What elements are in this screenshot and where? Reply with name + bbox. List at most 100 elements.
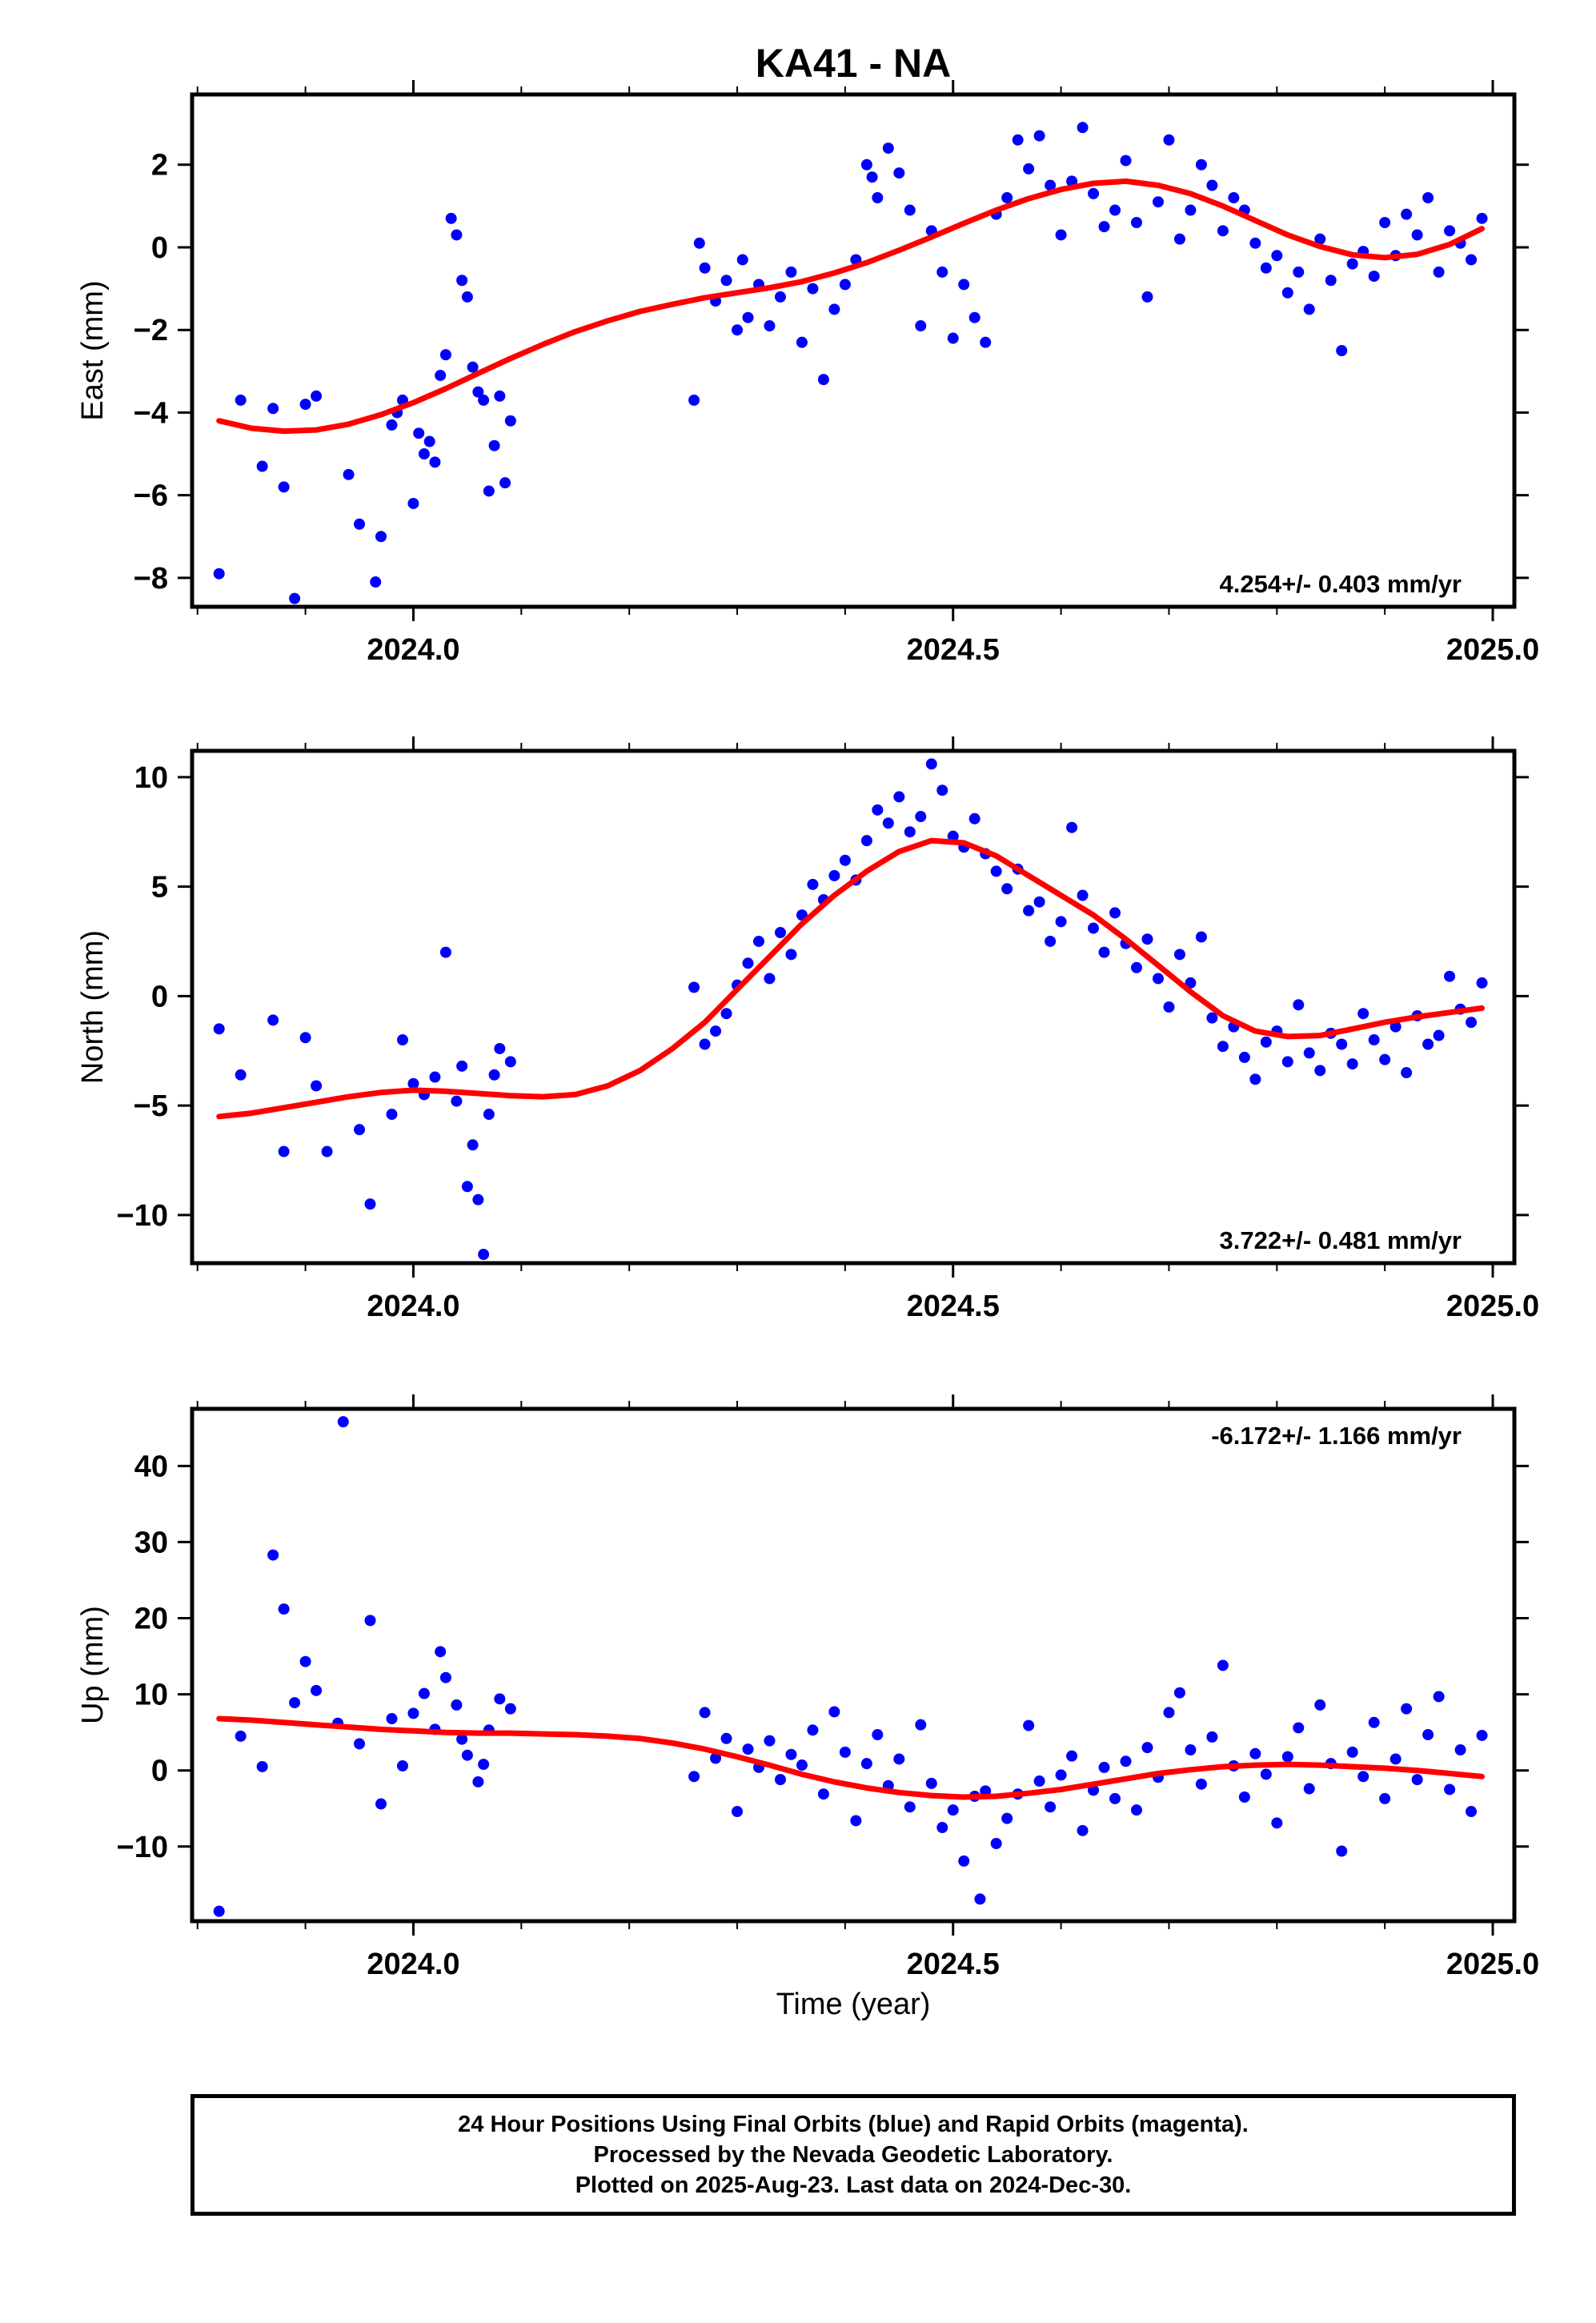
y-tick-label: 2 <box>151 149 168 183</box>
data-point <box>1120 1755 1132 1767</box>
data-point <box>1033 1775 1045 1787</box>
data-point <box>915 811 927 823</box>
data-point <box>1444 225 1456 237</box>
data-point <box>774 291 786 303</box>
data-point <box>413 427 425 439</box>
data-point <box>483 485 495 497</box>
x-tick-label: 2024.0 <box>367 1290 459 1323</box>
data-point <box>504 1703 516 1715</box>
data-point <box>796 1759 808 1771</box>
data-point <box>1033 130 1045 142</box>
model-curve <box>216 837 1485 1120</box>
data-point <box>311 1684 323 1696</box>
data-point <box>1357 1771 1369 1783</box>
data-point <box>1077 122 1089 134</box>
data-point <box>828 869 840 881</box>
data-point <box>364 1198 376 1210</box>
data-point <box>904 1801 916 1813</box>
data-point <box>688 394 700 406</box>
data-point <box>311 390 323 402</box>
data-point <box>828 1706 840 1718</box>
data-point <box>429 1071 441 1083</box>
y-tick-label: 40 <box>134 1450 168 1483</box>
data-point <box>893 1753 905 1765</box>
data-point <box>1195 158 1207 171</box>
data-point <box>1336 345 1348 356</box>
data-point <box>1260 1768 1272 1780</box>
rate-label: -6.172+/- 1.166 mm/yr <box>1211 1422 1462 1450</box>
data-point <box>1098 221 1110 233</box>
data-point <box>872 192 884 204</box>
data-point <box>860 1758 872 1770</box>
data-point <box>1260 262 1272 274</box>
data-point <box>720 275 732 287</box>
panel-east: 2024.0 2024.5 2025.0 −8 −6 −4 −2 0 2 East (mm) 4.2… <box>76 80 1539 667</box>
y-tick-label: −4 <box>134 396 168 430</box>
data-point <box>1422 1038 1434 1050</box>
data-point <box>1238 1051 1250 1063</box>
x-tick-label: 2025.0 <box>1446 633 1539 667</box>
data-point <box>1314 1065 1326 1077</box>
y-tick-label: −8 <box>134 562 168 596</box>
data-point <box>1401 1067 1413 1079</box>
plot-frame <box>190 748 1517 1266</box>
y-axis-label: North (mm) <box>76 930 110 1084</box>
data-point <box>213 568 225 580</box>
data-point <box>893 167 905 179</box>
data-point <box>1271 250 1283 262</box>
data-point <box>407 497 419 509</box>
data-point <box>439 1671 451 1683</box>
data-point <box>1185 977 1197 989</box>
data-point <box>1077 889 1089 901</box>
y-axis-label: Up (mm) <box>76 1606 110 1724</box>
data-point <box>947 830 959 842</box>
data-point <box>742 957 754 969</box>
data-point <box>1023 162 1035 175</box>
data-point <box>461 291 473 303</box>
y-tick-label: −6 <box>134 479 168 513</box>
data-point <box>974 1893 986 1905</box>
data-point <box>278 481 290 493</box>
data-point <box>936 266 948 278</box>
y-tick-label: −2 <box>134 314 168 347</box>
data-point <box>1379 1053 1391 1065</box>
data-point <box>688 981 700 993</box>
data-point <box>488 439 500 451</box>
data-point <box>1217 1041 1229 1053</box>
data-point <box>451 1095 463 1107</box>
footer-line-1: 24 Hour Positions Using Final Orbits (bl… <box>458 2112 1249 2137</box>
rate-label: 3.722+/- 0.481 mm/yr <box>1220 1226 1462 1254</box>
data-point <box>1217 225 1229 237</box>
data-point <box>1088 1784 1100 1796</box>
data-point <box>256 1760 268 1772</box>
data-point <box>451 229 463 241</box>
data-point <box>774 1774 786 1786</box>
data-point <box>915 1719 927 1731</box>
data-point <box>828 303 840 315</box>
data-point <box>807 1724 819 1736</box>
data-point <box>1444 970 1456 982</box>
data-point <box>354 518 366 530</box>
data-point <box>1401 1703 1413 1715</box>
data-point <box>456 275 468 287</box>
data-point <box>990 1838 1002 1850</box>
data-point <box>386 1109 398 1121</box>
data-point <box>1001 1812 1013 1824</box>
data-point <box>1120 154 1132 167</box>
panel-up: 2024.0 2024.5 2025.0 −10 0 10 20 30 40 Up (mm) -6.… <box>76 1394 1539 1981</box>
data-point <box>872 804 884 816</box>
data-point <box>321 1145 333 1157</box>
data-point <box>478 1249 490 1261</box>
data-point <box>439 349 451 361</box>
data-point <box>893 791 905 803</box>
data-point <box>947 1804 959 1816</box>
data-point <box>1389 1753 1402 1765</box>
data-point <box>1055 229 1067 241</box>
data-point <box>1368 1716 1380 1728</box>
data-point <box>1249 1747 1261 1759</box>
data-point <box>1357 1008 1369 1020</box>
data-point <box>693 237 705 249</box>
figure-title: KA41 - NA <box>756 41 951 86</box>
y-tick-label: 0 <box>151 231 168 265</box>
data-point <box>980 336 992 348</box>
